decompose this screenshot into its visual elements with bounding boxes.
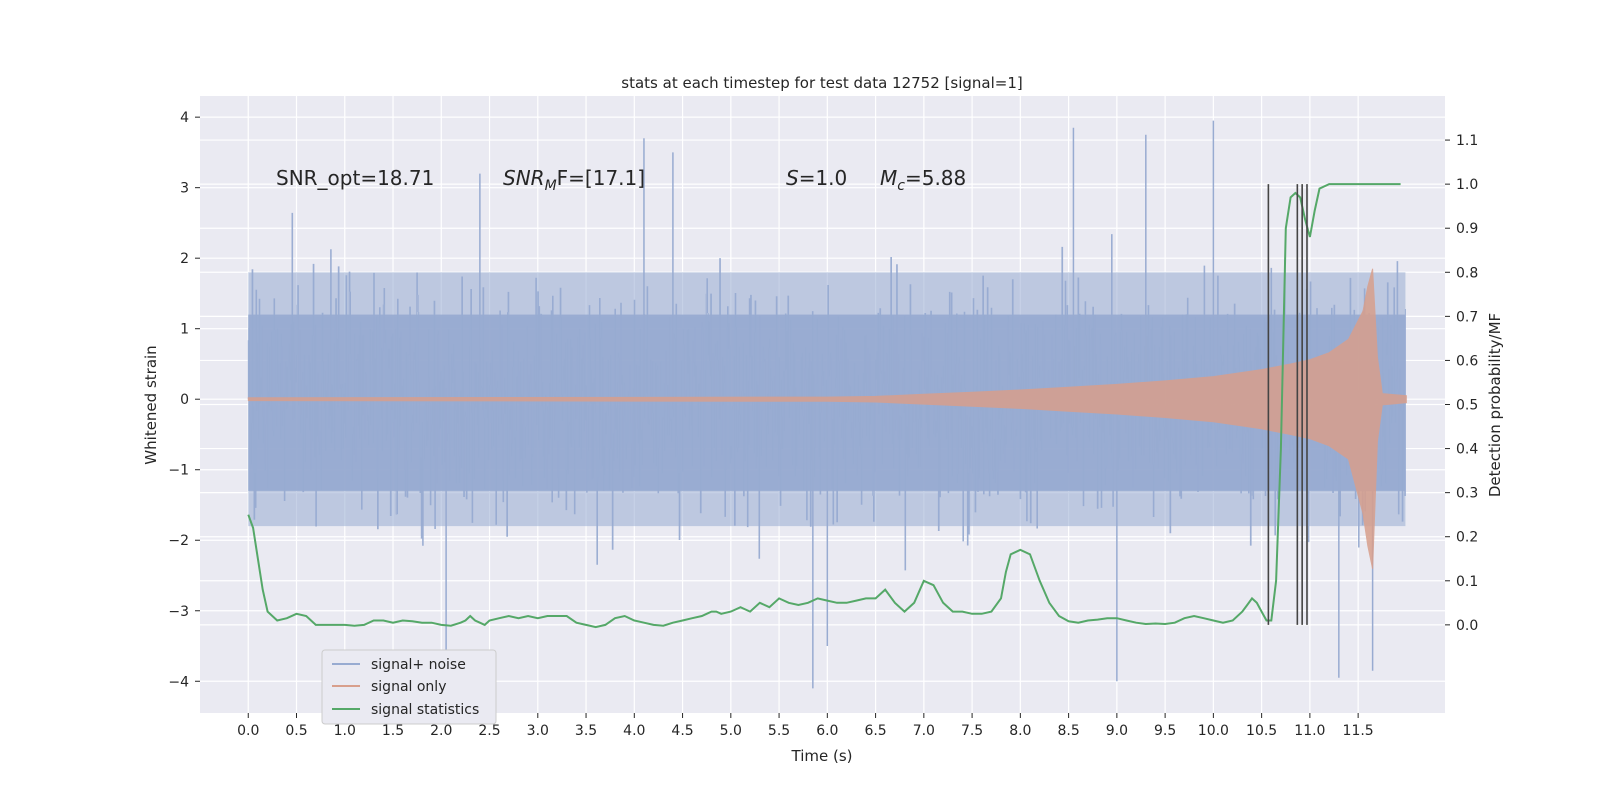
legend-label-noise: signal+ noise (371, 657, 466, 673)
y-left-tick-label: 0 (180, 392, 189, 408)
y-right-tick-label: 0.6 (1456, 353, 1478, 369)
x-tick-label: 5.5 (768, 723, 790, 739)
y-left-tick-label: −4 (168, 674, 189, 690)
y-right-tick-label: 0.3 (1456, 486, 1478, 502)
x-tick-label: 11.0 (1294, 723, 1325, 739)
x-tick-label: 6.5 (864, 723, 886, 739)
annotation-s: S=1.0 (786, 166, 847, 190)
x-tick-label: 3.5 (575, 723, 597, 739)
stats-line (247, 183, 1401, 629)
x-tick-label: 2.0 (430, 723, 452, 739)
y-right-tick-label: 0.8 (1456, 265, 1478, 281)
annotation-snr-mf-sub: M (545, 178, 557, 194)
annotation-snr-mf-tail: F=[17.1] (557, 166, 645, 190)
x-tick-label: 5.0 (720, 723, 742, 739)
x-tick-label: 10.5 (1246, 723, 1277, 739)
stats-series (247, 183, 1401, 629)
x-axis-label: Time (s) (791, 747, 853, 765)
y-right-tick-label: 1.0 (1456, 177, 1478, 193)
annotation-mc-sub: c (897, 178, 905, 194)
y-left-tick-label: 3 (180, 181, 189, 197)
y-right-tick-label: 0.7 (1456, 309, 1478, 325)
x-tick-label: 4.0 (623, 723, 645, 739)
y-right-tick-label: 0.5 (1456, 398, 1478, 414)
y-left-tick-label: 4 (180, 110, 189, 126)
vertical-markers (1267, 184, 1308, 625)
annotation-s-symbol: S (786, 166, 799, 190)
x-tick-label: 11.5 (1343, 723, 1374, 739)
x-tick-label: 10.0 (1198, 723, 1229, 739)
y-right-tick-label: 0.0 (1456, 618, 1478, 634)
annotation-mc-tail: =5.88 (905, 166, 966, 190)
x-tick-label: 1.5 (382, 723, 404, 739)
signal-envelope (247, 268, 1407, 569)
x-tick-label: 9.0 (1106, 723, 1128, 739)
y-left-tick-label: −2 (168, 533, 189, 549)
y-left-tick-label: −3 (168, 604, 189, 620)
x-tick-label: 7.0 (913, 723, 935, 739)
legend: signal+ noise signal only signal statist… (321, 649, 497, 725)
x-tick-label: 8.5 (1057, 723, 1079, 739)
x-tick-label: 1.0 (334, 723, 356, 739)
legend-label-signal: signal only (371, 679, 446, 695)
y-left-tick-label: 1 (180, 322, 189, 338)
x-tick-label: 0.0 (237, 723, 259, 739)
legend-box (321, 649, 497, 725)
y-right-tick-label: 1.1 (1456, 133, 1478, 149)
x-tick-label: 6.0 (816, 723, 838, 739)
y-right-axis-ticks: 0.0 0.1 0.2 0.3 0.4 0.5 0.6 0.7 0.8 0.9 1.0 1.1 (1445, 133, 1478, 634)
y-left-tick-label: 2 (180, 251, 189, 267)
legend-label-stats: signal statistics (371, 702, 479, 718)
y-right-tick-label: 0.1 (1456, 574, 1478, 590)
y-left-axis-label: Whitened strain (142, 345, 160, 464)
y-left-axis-ticks: −4 −3 −2 −1 0 1 2 3 4 (168, 110, 200, 690)
y-right-axis-label: Detection probability/MF (1486, 313, 1504, 497)
y-right-tick-label: 0.2 (1456, 530, 1478, 546)
annotation-mc: Mc=5.88 (880, 166, 966, 194)
annotation-snr-mf-main: SNR (503, 166, 545, 190)
annotation-s-tail: =1.0 (799, 166, 848, 190)
y-right-tick-label: 0.4 (1456, 442, 1478, 458)
annotation-mc-symbol: M (880, 166, 897, 190)
y-right-tick-label: 0.9 (1456, 221, 1478, 237)
y-left-tick-label: −1 (168, 463, 189, 479)
x-tick-label: 9.5 (1154, 723, 1176, 739)
x-tick-label: 7.5 (961, 723, 983, 739)
x-tick-label: 4.5 (671, 723, 693, 739)
x-tick-label: 8.0 (1009, 723, 1031, 739)
x-tick-label: 3.0 (527, 723, 549, 739)
signal-series (247, 268, 1407, 569)
x-axis-ticks: 0.0 0.5 1.0 1.5 2.0 2.5 3.0 3.5 4.0 4.5 5.0 5.5 6.0 6… (237, 713, 1374, 739)
annotation-snr-opt: SNR_opt=18.71 (276, 166, 434, 190)
x-tick-label: 2.5 (478, 723, 500, 739)
chart-title: stats at each timestep for test data 127… (621, 74, 1022, 92)
x-tick-label: 0.5 (285, 723, 307, 739)
annotation-snr-mf: SNRMF=[17.1] (503, 166, 645, 194)
